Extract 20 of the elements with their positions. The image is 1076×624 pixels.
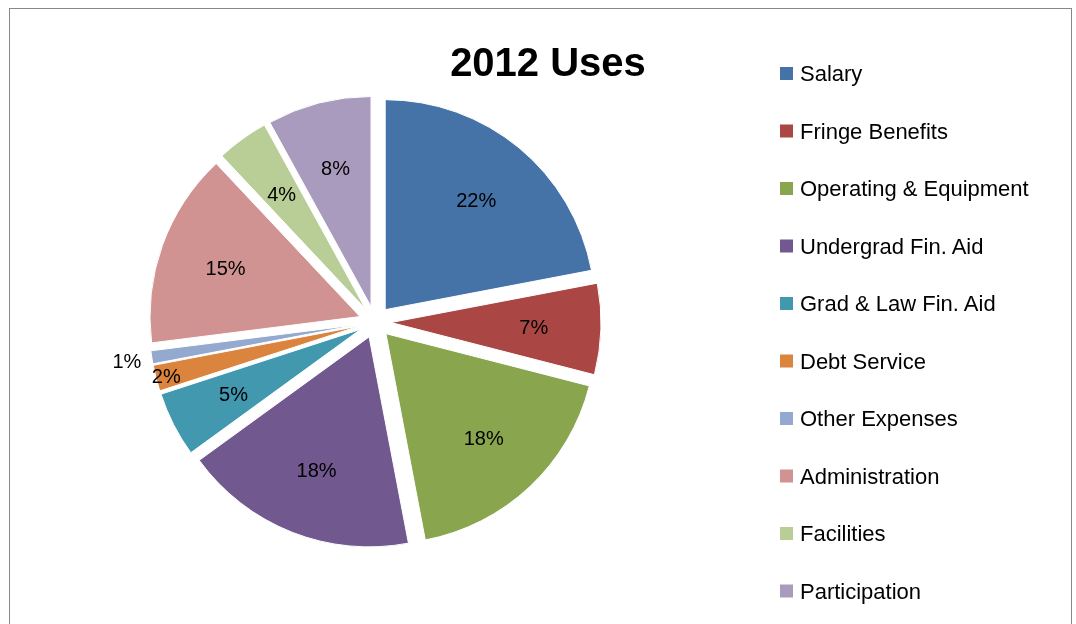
legend-label: Participation [800,578,922,604]
data-label: 1% [112,350,142,373]
data-label: 8% [321,157,351,180]
data-label: 22% [456,188,497,211]
data-label: 18% [463,426,504,449]
legend-label: Grad & Law Fin. Aid [800,291,996,316]
data-label: 5% [219,383,249,406]
legend-label: Other Expenses [800,406,958,431]
data-label: 15% [205,257,246,280]
legend-label: Operating & Equipment [800,176,1029,201]
legend-label: Salary [800,61,863,86]
legend-label: Facilities [800,521,886,546]
data-label: 18% [296,458,337,481]
legend-label: Fringe Benefits [800,118,948,144]
data-label: 7% [519,315,549,338]
legend-label: Administration [800,463,940,489]
legend-label: Undergrad Fin. Aid [800,233,984,259]
data-label: 4% [267,182,297,205]
chart-title: 2012 Uses [450,40,646,84]
legend-label: Debt Service [800,348,926,374]
